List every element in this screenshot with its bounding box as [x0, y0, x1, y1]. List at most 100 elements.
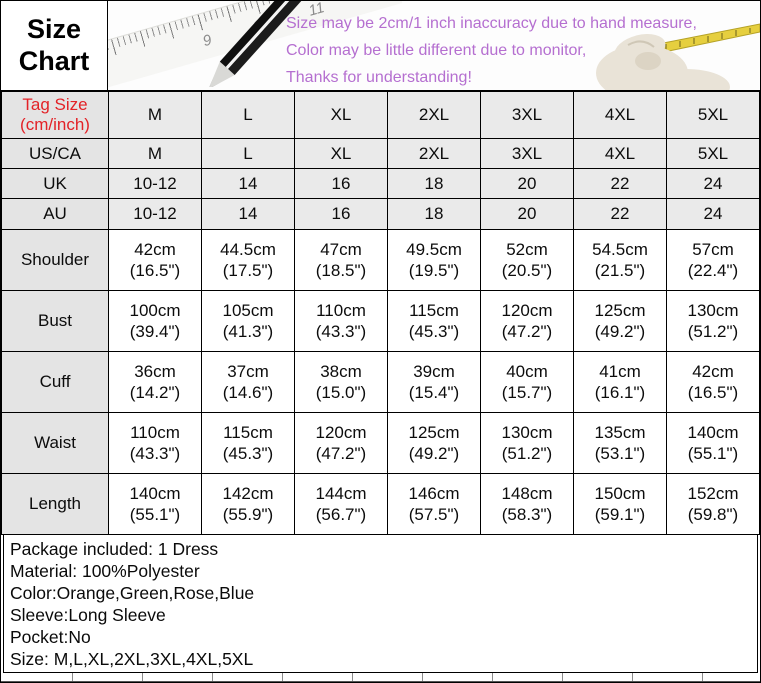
table-cell: 10-12	[108, 198, 202, 230]
table-cell: 49.5cm (19.5")	[387, 229, 481, 291]
measure-inch: (49.2")	[408, 444, 460, 463]
table-row-uk: UK 10-12 14 16 18 20 22 24	[1, 168, 760, 199]
table-cell: 14	[201, 198, 295, 230]
measure-cm: 140cm	[129, 484, 181, 503]
measure-inch: (39.4")	[129, 322, 181, 341]
table-cell: 135cm (53.1")	[573, 412, 667, 474]
measure-cm: 115cm	[223, 423, 273, 442]
table-cell: 100cm (39.4")	[108, 290, 202, 352]
note-line: Color may be little different due to mon…	[286, 42, 587, 59]
tag-size-label-line2: (cm/inch)	[20, 115, 90, 134]
table-cell: 5XL	[666, 91, 760, 139]
measure-inch: (15.4")	[408, 383, 460, 402]
measure-cm: 100cm	[129, 301, 181, 320]
table-cell: 24	[666, 168, 760, 199]
detail-line-sleeve: Sleeve:Long Sleeve	[10, 605, 166, 625]
table-cell: 125cm (49.2")	[573, 290, 667, 352]
measure-inch: (51.2")	[501, 444, 553, 463]
measure-cm: 42cm	[134, 240, 176, 259]
table-cell: 20	[480, 168, 574, 199]
measure-cm: 40cm	[506, 362, 548, 381]
measure-cm: 148cm	[501, 484, 553, 503]
measure-cm: 152cm	[687, 484, 739, 503]
measure-cm: 125cm	[408, 423, 460, 442]
measure-cm: 144cm	[315, 484, 367, 503]
measure-inch: (15.7")	[501, 383, 553, 402]
table-row-au: AU 10-12 14 16 18 20 22 24	[1, 198, 760, 230]
row-label-tag-size: Tag Size (cm/inch)	[1, 91, 109, 139]
detail-line-color: Color:Orange,Green,Rose,Blue	[10, 583, 255, 603]
measure-cm: 130cm	[501, 423, 553, 442]
banner-photo-area: 9 10 11	[108, 1, 760, 90]
measure-cm: 125cm	[594, 301, 646, 320]
measure-cm: 110cm	[316, 301, 366, 320]
table-cell: 152cm (59.8")	[666, 473, 760, 535]
detail-line-pocket: Pocket:No	[10, 627, 91, 647]
note-line: Thanks for understanding!	[286, 69, 472, 86]
measure-cm: 135cm	[594, 423, 646, 442]
table-cell: 120cm (47.2")	[294, 412, 388, 474]
table-cell: 4XL	[573, 91, 667, 139]
table-row-us-ca: US/CA M L XL 2XL 3XL 4XL 5XL	[1, 138, 760, 169]
measure-inch: (16.5")	[687, 383, 739, 402]
table-cell: 52cm (20.5")	[480, 229, 574, 291]
table-cell: 38cm (15.0")	[294, 351, 388, 413]
detail-line-material: Material: 100%Polyester	[10, 561, 200, 581]
row-label-uk: UK	[1, 168, 109, 199]
table-cell: 130cm (51.2")	[666, 290, 760, 352]
table-cell: 115cm (45.3")	[201, 412, 295, 474]
disclaimer-notes: Size may be 2cm/1 inch inaccuracy due to…	[286, 10, 697, 90]
table-cell: 22	[573, 168, 667, 199]
measure-inch: (51.2")	[687, 322, 739, 341]
measure-cm: 42cm	[692, 362, 734, 381]
table-cell: 144cm (56.7")	[294, 473, 388, 535]
table-cell: 42cm (16.5")	[108, 229, 202, 291]
table-cell: 130cm (51.2")	[480, 412, 574, 474]
measure-inch: (45.3")	[408, 322, 460, 341]
banner: Size Chart 9 10 11	[1, 1, 760, 91]
table-cell: M	[108, 91, 202, 139]
measure-inch: (17.5")	[222, 261, 274, 280]
measure-cm: 105cm	[222, 301, 274, 320]
row-label-bust: Bust	[1, 290, 109, 352]
table-cell: 14	[201, 168, 295, 199]
measure-cm: 150cm	[594, 484, 646, 503]
measure-inch: (14.6")	[222, 383, 274, 402]
size-table: Tag Size (cm/inch) M L XL 2XL 3XL 4XL 5X…	[1, 91, 760, 535]
table-cell: 16	[294, 198, 388, 230]
measure-inch: (19.5")	[408, 261, 460, 280]
table-cell: 37cm (14.6")	[201, 351, 295, 413]
measure-inch: (57.5")	[408, 505, 460, 524]
measure-inch: (59.8")	[687, 505, 739, 524]
row-label-us-ca: US/CA	[1, 138, 109, 169]
table-cell: 140cm (55.1")	[108, 473, 202, 535]
measure-cm: 44.5cm	[220, 240, 276, 259]
measure-inch: (55.1")	[129, 505, 181, 524]
table-cell: 18	[387, 198, 481, 230]
row-label-cuff: Cuff	[1, 351, 109, 413]
table-cell: 44.5cm (17.5")	[201, 229, 295, 291]
table-cell: 110cm (43.3")	[294, 290, 388, 352]
table-cell: 142cm (55.9")	[201, 473, 295, 535]
table-cell: 3XL	[480, 138, 574, 169]
table-cell: 41cm (16.1")	[573, 351, 667, 413]
measure-inch: (55.1")	[687, 444, 739, 463]
table-cell: 2XL	[387, 138, 481, 169]
product-details: Package included: 1 Dress Material: 100%…	[3, 535, 758, 673]
measure-inch: (16.1")	[594, 383, 646, 402]
measure-inch: (55.9")	[222, 505, 274, 524]
hand-tape-measure-icon	[596, 23, 760, 90]
measure-inch: (22.4")	[687, 261, 739, 280]
table-cell: 2XL	[387, 91, 481, 139]
measure-cm: 49.5cm	[406, 240, 462, 259]
next-table-partial-row	[1, 673, 760, 682]
row-label-shoulder: Shoulder	[1, 229, 109, 291]
table-row-bust: Bust 100cm (39.4") 105cm (41.3") 110cm (43.…	[1, 290, 760, 352]
detail-line-size: Size: M,L,XL,2XL,3XL,4XL,5XL	[10, 649, 254, 669]
table-cell: 22	[573, 198, 667, 230]
table-row-shoulder: Shoulder 42cm (16.5") 44.5cm (17.5") 47cm (…	[1, 229, 760, 291]
measure-cm: 52cm	[506, 240, 548, 259]
measure-inch: (21.5")	[594, 261, 646, 280]
table-cell: 146cm (57.5")	[387, 473, 481, 535]
table-row-tag-size: Tag Size (cm/inch) M L XL 2XL 3XL 4XL 5X…	[1, 91, 760, 139]
